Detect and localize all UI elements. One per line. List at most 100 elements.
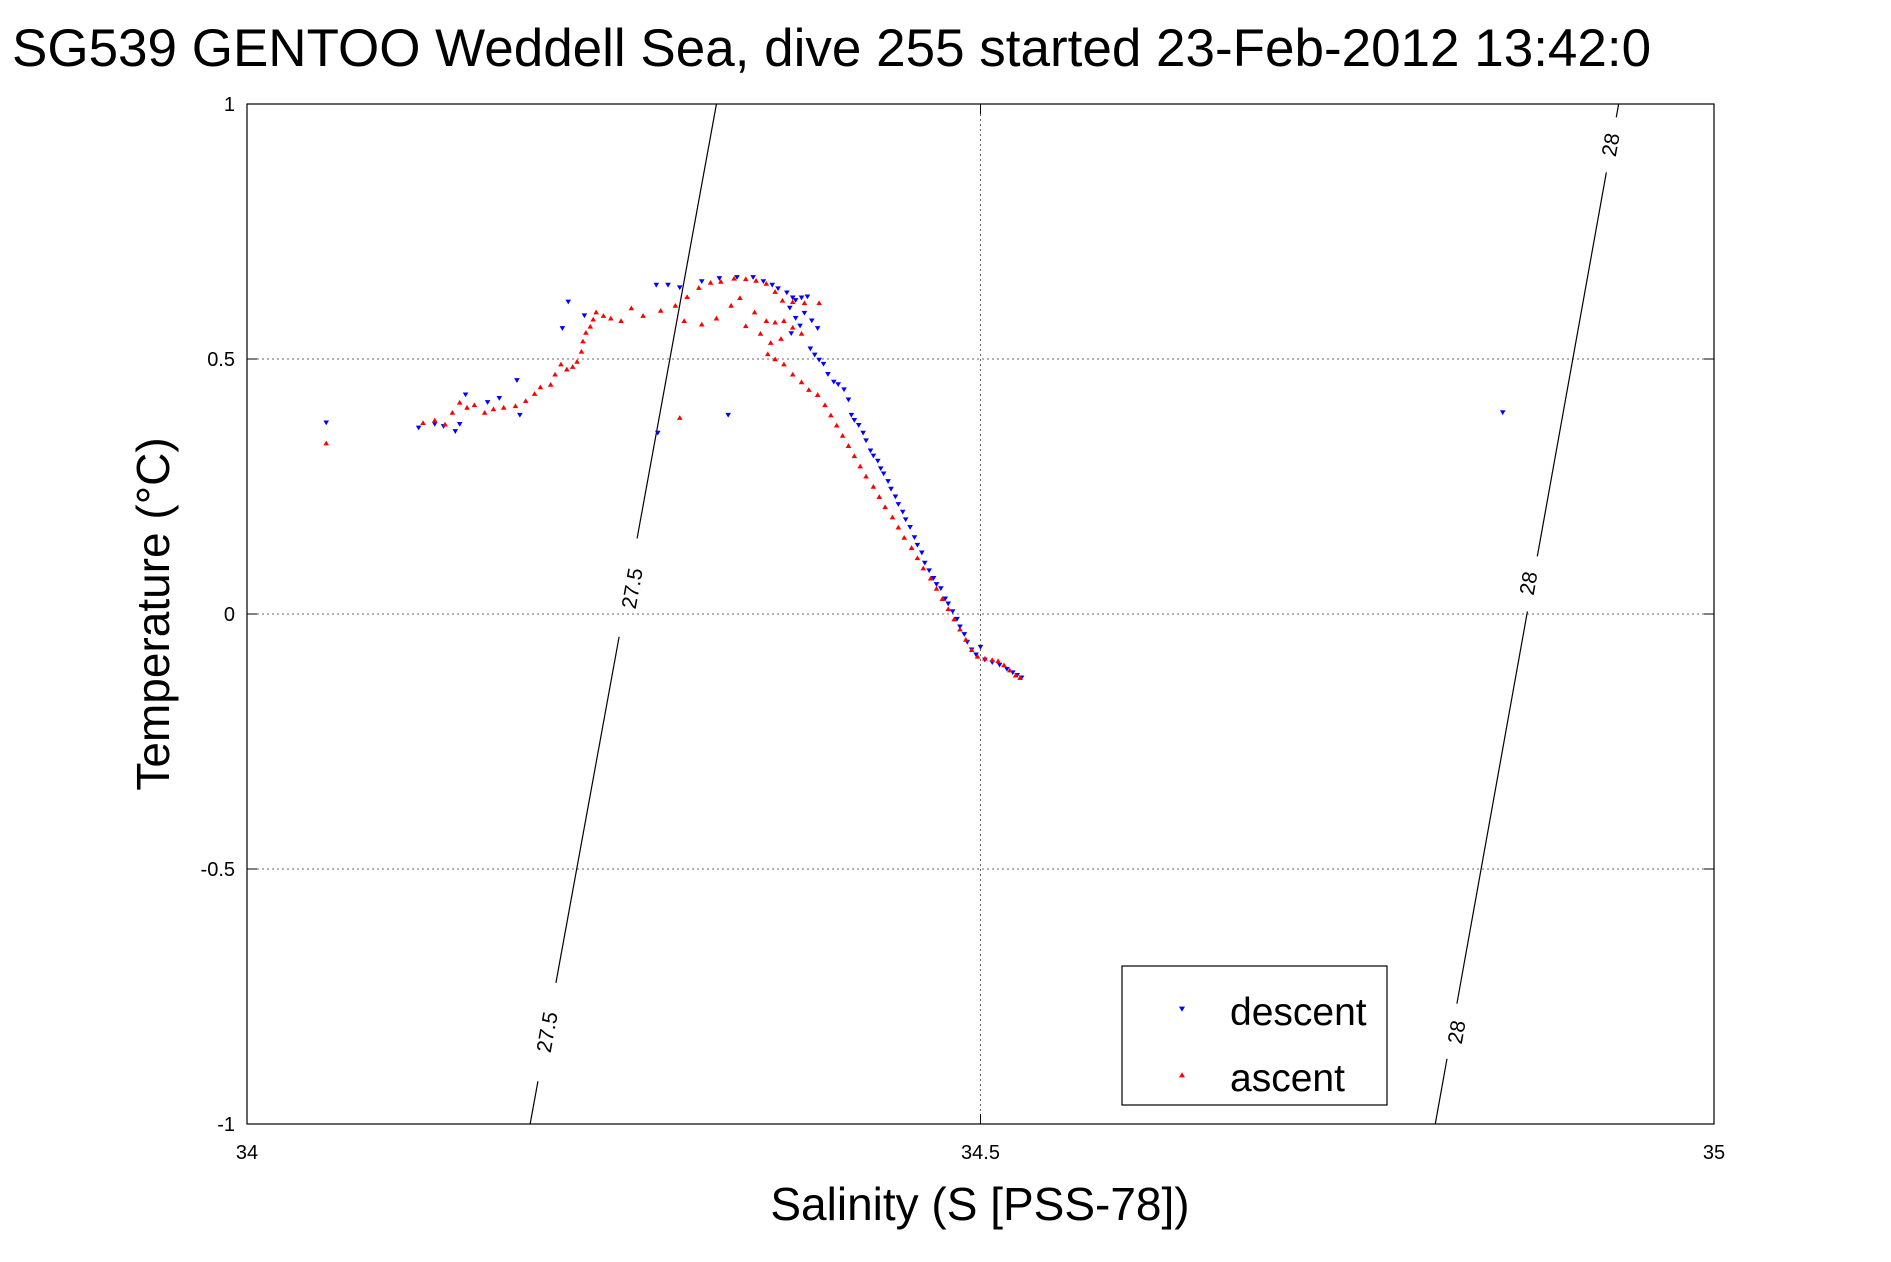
descent-point xyxy=(945,601,952,607)
ascent-point xyxy=(767,340,774,345)
descent-point xyxy=(877,466,884,472)
ascent-point xyxy=(764,351,771,357)
ascent-point xyxy=(779,297,786,303)
ascent-point xyxy=(889,514,896,520)
ascent-point xyxy=(789,299,796,305)
descent-point xyxy=(899,509,906,515)
ascent-point xyxy=(939,596,946,601)
descent-point xyxy=(961,632,968,637)
descent-point xyxy=(949,609,956,614)
ascent-point xyxy=(587,323,594,329)
descent-point xyxy=(798,295,805,301)
ascent-point xyxy=(945,606,952,612)
ascent-point xyxy=(512,403,519,409)
legend-box xyxy=(1121,965,1388,1106)
descent-point xyxy=(973,652,979,658)
ascent-point xyxy=(753,277,759,283)
isopycnal-label: 28 xyxy=(1444,1019,1471,1046)
ascent-point xyxy=(781,318,787,323)
isopycnal-label: 28 xyxy=(1598,131,1625,158)
ascent-point xyxy=(1007,667,1013,673)
ascent-point xyxy=(552,371,558,377)
descent-point xyxy=(676,285,683,291)
ascent-point xyxy=(698,321,705,327)
ascent-point xyxy=(742,276,749,282)
isopycnal-label: 28 xyxy=(1516,570,1543,597)
ascent-point xyxy=(531,391,538,396)
descent-point xyxy=(867,448,874,454)
ascent-point xyxy=(537,384,544,390)
ascent-point xyxy=(963,636,969,642)
y-axis-ticks: -1 -0.5 0 0.5 1 xyxy=(201,94,1714,1136)
series-ascent xyxy=(323,275,1023,680)
isopycnal-line xyxy=(636,103,718,539)
descent-point xyxy=(938,586,944,592)
y-tick-label: -0.5 xyxy=(201,859,235,881)
ascent-point xyxy=(628,305,635,311)
y-tick-label: 0 xyxy=(224,604,235,626)
descent-point xyxy=(415,425,422,431)
ascent-point xyxy=(420,420,426,425)
x-tick-label: 35 xyxy=(1703,1142,1725,1164)
descent-point xyxy=(895,502,902,507)
descent-point xyxy=(725,412,731,418)
descent-point xyxy=(456,422,463,427)
ascent-point xyxy=(851,453,858,459)
descent-point xyxy=(496,396,503,401)
descent-point xyxy=(804,294,811,300)
chart-title: SG539 GENTOO Weddell Sea, dive 255 start… xyxy=(12,19,1651,78)
descent-point xyxy=(811,352,818,358)
ascent-point xyxy=(870,483,877,489)
descent-point xyxy=(835,382,842,388)
ascent-point xyxy=(763,318,770,323)
ascent-point xyxy=(323,440,330,446)
descent-point xyxy=(831,379,837,385)
ascent-point xyxy=(778,336,784,341)
ascent-point xyxy=(707,279,714,285)
descent-point xyxy=(930,576,937,581)
descent-point xyxy=(653,282,660,288)
descent-point xyxy=(851,417,858,423)
descent-point xyxy=(452,429,459,434)
descent-point xyxy=(892,494,899,500)
ascent-point xyxy=(989,657,996,663)
descent-point xyxy=(750,275,756,280)
ascent-point xyxy=(798,330,805,336)
ascent-point xyxy=(933,585,940,591)
descent-point xyxy=(808,318,815,324)
ascent-point xyxy=(876,494,883,499)
ascent-point xyxy=(481,410,488,415)
descent-point xyxy=(565,299,572,305)
ascent-point xyxy=(578,348,585,354)
ascent-point xyxy=(927,575,934,581)
descent-point xyxy=(462,392,469,398)
ascent-point xyxy=(1012,672,1019,678)
ascent-point xyxy=(580,338,586,344)
ascent-point xyxy=(920,565,927,571)
descent-point xyxy=(885,479,891,484)
ascent-point xyxy=(742,323,749,329)
ascent-point xyxy=(901,534,908,540)
ascent-point xyxy=(737,295,743,301)
ascent-point xyxy=(500,404,507,410)
ascent-point xyxy=(713,315,720,321)
isopycnal-line xyxy=(1434,1058,1448,1125)
ascent-point xyxy=(600,313,607,318)
legend-items: descent ascent xyxy=(1179,991,1367,1100)
descent-point xyxy=(807,346,814,352)
ascent-point xyxy=(839,432,846,438)
ascent-point xyxy=(908,545,915,550)
descent-point xyxy=(926,568,932,574)
ascent-point xyxy=(672,302,679,308)
ascent-point xyxy=(814,392,821,397)
y-tick-label: -1 xyxy=(217,1114,235,1136)
descent-point xyxy=(914,542,921,548)
ascent-point xyxy=(564,366,570,372)
ascent-point xyxy=(833,422,840,428)
ascent-point xyxy=(914,555,921,561)
descent-point xyxy=(801,310,808,316)
ascent-point xyxy=(456,399,463,405)
